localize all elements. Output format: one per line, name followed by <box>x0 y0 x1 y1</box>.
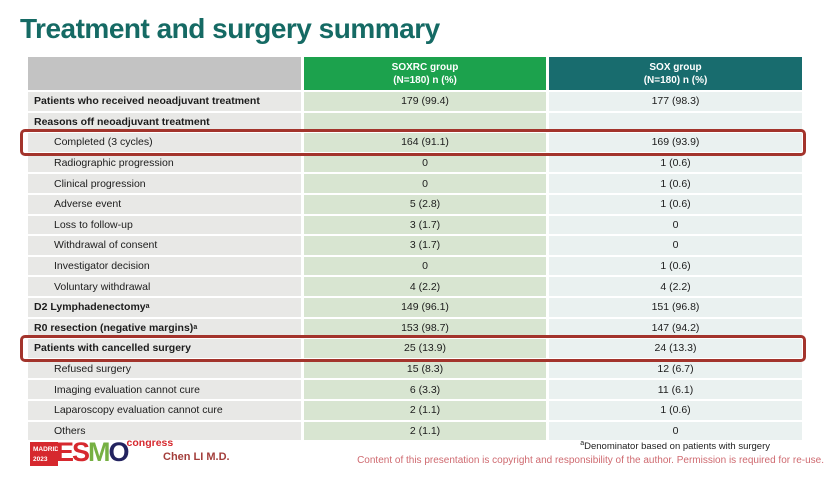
sox-value-cell: 1 (0.6) <box>549 194 802 214</box>
esmo-letter-o: O <box>108 437 130 467</box>
header-sox-line1: SOX group <box>649 61 702 73</box>
header-cell-label <box>28 57 301 90</box>
table-row: Imaging evaluation cannot cure 6 (3.3) 11 … <box>28 380 802 399</box>
soxrc-value-cell: 3 (1.7) <box>304 236 546 255</box>
row-label: Patients who received neoadjuvant treatm… <box>28 92 301 111</box>
sox-value-cell: 0 <box>549 236 802 255</box>
sox-value-cell: 0 <box>549 421 802 441</box>
sox-value-cell: 1 (0.6) <box>549 400 802 420</box>
esmo-letter-m: M <box>88 437 110 467</box>
soxrc-value-cell: 149 (96.1) <box>304 297 546 317</box>
congress-label: congress <box>126 437 174 449</box>
sox-value-cell: 24 (13.3) <box>549 339 802 358</box>
table-body: Patients who received neoadjuvant treatm… <box>20 92 806 441</box>
table-row: Laparoscopy evaluation cannot cure 2 (1.1… <box>28 400 802 420</box>
soxrc-value-cell: 6 (3.3) <box>304 380 546 399</box>
table-row: Others 2 (1.1) 0 <box>28 421 802 441</box>
row-label: Completed (3 cycles) <box>28 133 301 152</box>
table-row: Reasons off neoadjuvant treatment <box>28 112 802 132</box>
sox-value-cell: 0 <box>549 215 802 235</box>
sox-value-cell: 1 (0.6) <box>549 256 802 276</box>
sox-value-cell: 169 (93.9) <box>549 133 802 152</box>
sox-value-cell: 1 (0.6) <box>549 153 802 173</box>
sox-value-cell: 147 (94.2) <box>549 318 802 338</box>
table-row: Patients with cancelled surgery 25 (13.9)… <box>20 335 806 362</box>
soxrc-value-cell: 25 (13.9) <box>304 339 546 358</box>
sox-value-cell: 12 (6.7) <box>549 359 802 379</box>
sox-value-cell <box>549 112 802 132</box>
soxrc-value-cell: 0 <box>304 174 546 193</box>
row-label: Loss to follow-up <box>28 215 301 235</box>
table-row: Withdrawal of consent 3 (1.7) 0 <box>28 236 802 255</box>
row-label: Withdrawal of consent <box>28 236 301 255</box>
row-label: Adverse event <box>28 194 301 214</box>
table-row: Refused surgery 15 (8.3) 12 (6.7) <box>28 359 802 379</box>
presenter-name: Chen LI M.D. <box>163 451 230 463</box>
table-row: R0 resection (negative margins) a 153 (98.… <box>28 318 802 338</box>
table-row: D2 Lymphadenectomy a 149 (96.1) 151 (96.8) <box>28 297 802 317</box>
header-sox-line2: (N=180) n (%) <box>643 74 708 86</box>
esmo-congress-logo: MADRID 2023 ESMO congress <box>30 436 173 474</box>
soxrc-value-cell <box>304 112 546 132</box>
logo-city: MADRID <box>33 446 59 453</box>
table-header-row: SOXRC group (N=180) n (%) SOX group (N=1… <box>28 57 802 90</box>
row-label: R0 resection (negative margins) a <box>28 318 301 338</box>
sox-value-cell: 151 (96.8) <box>549 297 802 317</box>
row-label: Clinical progression <box>28 174 301 193</box>
row-label: D2 Lymphadenectomy a <box>28 297 301 317</box>
table-row: Clinical progression 0 1 (0.6) <box>28 174 802 193</box>
table-row: Completed (3 cycles) 164 (91.1) 169 (93.9) <box>20 129 806 156</box>
row-label: Radiographic progression <box>28 153 301 173</box>
header-cell-sox-group: SOX group (N=180) n (%) <box>549 57 802 90</box>
table-row: Patients who received neoadjuvant treatm… <box>28 92 802 111</box>
soxrc-value-cell: 15 (8.3) <box>304 359 546 379</box>
copyright-notice: Content of this presentation is copyrigh… <box>357 455 824 466</box>
header-soxrc-line2: (N=180) n (%) <box>393 74 457 86</box>
soxrc-value-cell: 0 <box>304 153 546 173</box>
summary-table: SOXRC group (N=180) n (%) SOX group (N=1… <box>20 57 806 441</box>
soxrc-value-cell: 153 (98.7) <box>304 318 546 338</box>
table-row: Loss to follow-up 3 (1.7) 0 <box>28 215 802 235</box>
sox-value-cell: 177 (98.3) <box>549 92 802 111</box>
table-row: Voluntary withdrawal 4 (2.2) 4 (2.2) <box>28 277 802 296</box>
row-label: Investigator decision <box>28 256 301 276</box>
sox-value-cell: 11 (6.1) <box>549 380 802 399</box>
page-title: Treatment and surgery summary <box>20 13 440 44</box>
table-row: Investigator decision 0 1 (0.6) <box>28 256 802 276</box>
table-row: Radiographic progression 0 1 (0.6) <box>28 153 802 173</box>
header-cell-soxrc-group: SOXRC group (N=180) n (%) <box>304 57 546 90</box>
logo-year: 2023 <box>33 455 48 463</box>
row-label: Reasons off neoadjuvant treatment <box>28 112 301 132</box>
row-label: Patients with cancelled surgery <box>28 339 301 358</box>
row-label: Laparoscopy evaluation cannot cure <box>28 400 301 420</box>
soxrc-value-cell: 164 (91.1) <box>304 133 546 152</box>
footnote-superscript: a <box>580 439 585 447</box>
soxrc-value-cell: 5 (2.8) <box>304 194 546 214</box>
soxrc-value-cell: 4 (2.2) <box>304 277 546 296</box>
soxrc-value-cell: 0 <box>304 256 546 276</box>
soxrc-value-cell: 3 (1.7) <box>304 215 546 235</box>
sox-value-cell: 1 (0.6) <box>549 174 802 193</box>
sox-value-cell: 4 (2.2) <box>549 277 802 296</box>
madrid-2023-badge: MADRID 2023 <box>30 442 59 466</box>
header-soxrc-line1: SOXRC group <box>391 61 459 73</box>
soxrc-value-cell: 179 (99.4) <box>304 92 546 111</box>
row-label: Others <box>28 421 301 441</box>
table-row: Adverse event 5 (2.8) 1 (0.6) <box>28 194 802 214</box>
soxrc-value-cell: 2 (1.1) <box>304 421 546 441</box>
row-label: Voluntary withdrawal <box>28 277 301 296</box>
row-label: Imaging evaluation cannot cure <box>28 380 301 399</box>
esmo-letter-e: E <box>56 437 74 467</box>
esmo-letter-s: S <box>72 437 90 467</box>
esmo-wordmark: ESMO <box>56 437 130 467</box>
footnote: aDenominator based on patients with surg… <box>580 439 770 452</box>
row-label: Refused surgery <box>28 359 301 379</box>
soxrc-value-cell: 2 (1.1) <box>304 400 546 420</box>
footnote-text: Denominator based on patients with surge… <box>584 441 770 452</box>
